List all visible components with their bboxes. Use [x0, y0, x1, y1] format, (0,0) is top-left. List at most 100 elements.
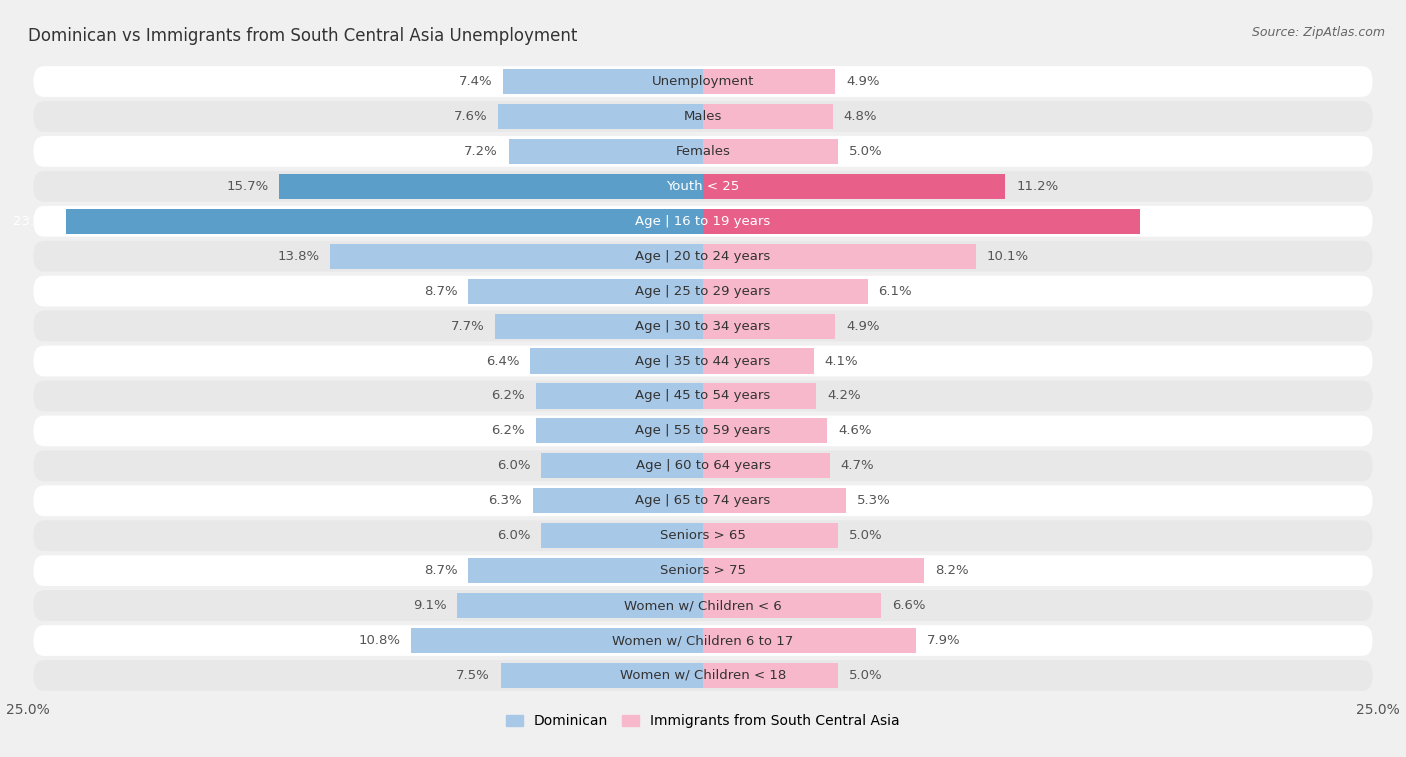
Bar: [495, 313, 703, 338]
Bar: [703, 419, 827, 444]
Text: Age | 25 to 29 years: Age | 25 to 29 years: [636, 285, 770, 298]
Text: 9.1%: 9.1%: [413, 599, 447, 612]
Text: 7.5%: 7.5%: [456, 669, 489, 682]
Bar: [703, 348, 814, 374]
FancyBboxPatch shape: [34, 485, 1372, 516]
FancyBboxPatch shape: [34, 450, 1372, 481]
Bar: [501, 663, 703, 688]
Bar: [509, 139, 703, 164]
Bar: [541, 453, 703, 478]
Text: Dominican vs Immigrants from South Central Asia Unemployment: Dominican vs Immigrants from South Centr…: [28, 27, 578, 45]
Text: 6.0%: 6.0%: [496, 529, 530, 542]
Bar: [703, 663, 838, 688]
Text: Age | 55 to 59 years: Age | 55 to 59 years: [636, 425, 770, 438]
Text: 5.3%: 5.3%: [856, 494, 890, 507]
Text: Age | 30 to 34 years: Age | 30 to 34 years: [636, 319, 770, 332]
Text: Males: Males: [683, 110, 723, 123]
Text: 7.6%: 7.6%: [453, 110, 486, 123]
Text: Age | 35 to 44 years: Age | 35 to 44 years: [636, 354, 770, 368]
Text: 6.0%: 6.0%: [496, 459, 530, 472]
Bar: [703, 313, 835, 338]
Bar: [330, 244, 703, 269]
Text: 4.6%: 4.6%: [838, 425, 872, 438]
FancyBboxPatch shape: [34, 346, 1372, 376]
Bar: [703, 593, 882, 618]
Bar: [503, 69, 703, 94]
Text: 4.9%: 4.9%: [846, 319, 880, 332]
Text: 11.2%: 11.2%: [1017, 180, 1059, 193]
FancyBboxPatch shape: [34, 625, 1372, 656]
Text: 5.0%: 5.0%: [849, 529, 883, 542]
Bar: [457, 593, 703, 618]
FancyBboxPatch shape: [34, 381, 1372, 411]
Bar: [703, 453, 830, 478]
Bar: [703, 383, 817, 409]
Text: Women w/ Children 6 to 17: Women w/ Children 6 to 17: [613, 634, 793, 647]
Text: Age | 60 to 64 years: Age | 60 to 64 years: [636, 459, 770, 472]
Text: 6.2%: 6.2%: [491, 389, 524, 403]
Text: 7.9%: 7.9%: [927, 634, 960, 647]
FancyBboxPatch shape: [34, 556, 1372, 586]
FancyBboxPatch shape: [34, 241, 1372, 272]
Bar: [468, 558, 703, 583]
Bar: [536, 419, 703, 444]
Text: Women w/ Children < 18: Women w/ Children < 18: [620, 669, 786, 682]
Text: 4.2%: 4.2%: [827, 389, 860, 403]
Text: 10.8%: 10.8%: [359, 634, 401, 647]
Bar: [703, 523, 838, 548]
FancyBboxPatch shape: [34, 206, 1372, 237]
Bar: [541, 523, 703, 548]
Text: 15.7%: 15.7%: [226, 180, 269, 193]
Text: Age | 65 to 74 years: Age | 65 to 74 years: [636, 494, 770, 507]
Text: 10.1%: 10.1%: [987, 250, 1029, 263]
FancyBboxPatch shape: [34, 416, 1372, 447]
Text: Unemployment: Unemployment: [652, 75, 754, 88]
FancyBboxPatch shape: [34, 520, 1372, 551]
Bar: [703, 139, 838, 164]
Bar: [703, 174, 1005, 199]
Legend: Dominican, Immigrants from South Central Asia: Dominican, Immigrants from South Central…: [501, 709, 905, 734]
Text: 7.7%: 7.7%: [450, 319, 484, 332]
Bar: [533, 488, 703, 513]
Bar: [703, 279, 868, 304]
Text: 6.2%: 6.2%: [491, 425, 524, 438]
Bar: [412, 628, 703, 653]
Text: 6.1%: 6.1%: [879, 285, 912, 298]
FancyBboxPatch shape: [34, 310, 1372, 341]
Text: 23.6%: 23.6%: [13, 215, 55, 228]
Text: 8.7%: 8.7%: [423, 564, 457, 577]
FancyBboxPatch shape: [34, 276, 1372, 307]
Bar: [703, 104, 832, 129]
Bar: [468, 279, 703, 304]
Bar: [530, 348, 703, 374]
Text: Seniors > 75: Seniors > 75: [659, 564, 747, 577]
FancyBboxPatch shape: [34, 101, 1372, 132]
Text: 6.3%: 6.3%: [488, 494, 522, 507]
Text: Source: ZipAtlas.com: Source: ZipAtlas.com: [1251, 26, 1385, 39]
FancyBboxPatch shape: [34, 171, 1372, 201]
Text: 8.2%: 8.2%: [935, 564, 969, 577]
Text: Women w/ Children < 6: Women w/ Children < 6: [624, 599, 782, 612]
Text: Age | 45 to 54 years: Age | 45 to 54 years: [636, 389, 770, 403]
Text: 16.2%: 16.2%: [1152, 215, 1194, 228]
Bar: [703, 558, 924, 583]
FancyBboxPatch shape: [34, 66, 1372, 97]
Bar: [66, 209, 703, 234]
Text: 4.9%: 4.9%: [846, 75, 880, 88]
Text: 6.6%: 6.6%: [891, 599, 925, 612]
Text: Seniors > 65: Seniors > 65: [659, 529, 747, 542]
Bar: [703, 244, 976, 269]
Bar: [536, 383, 703, 409]
Text: 4.8%: 4.8%: [844, 110, 877, 123]
FancyBboxPatch shape: [34, 590, 1372, 621]
Text: 5.0%: 5.0%: [849, 145, 883, 158]
Text: 13.8%: 13.8%: [277, 250, 319, 263]
Bar: [703, 628, 917, 653]
Text: 7.2%: 7.2%: [464, 145, 498, 158]
Text: 6.4%: 6.4%: [486, 354, 519, 368]
Text: Females: Females: [675, 145, 731, 158]
Text: 7.4%: 7.4%: [458, 75, 492, 88]
FancyBboxPatch shape: [34, 660, 1372, 691]
Text: 8.7%: 8.7%: [423, 285, 457, 298]
Bar: [703, 69, 835, 94]
